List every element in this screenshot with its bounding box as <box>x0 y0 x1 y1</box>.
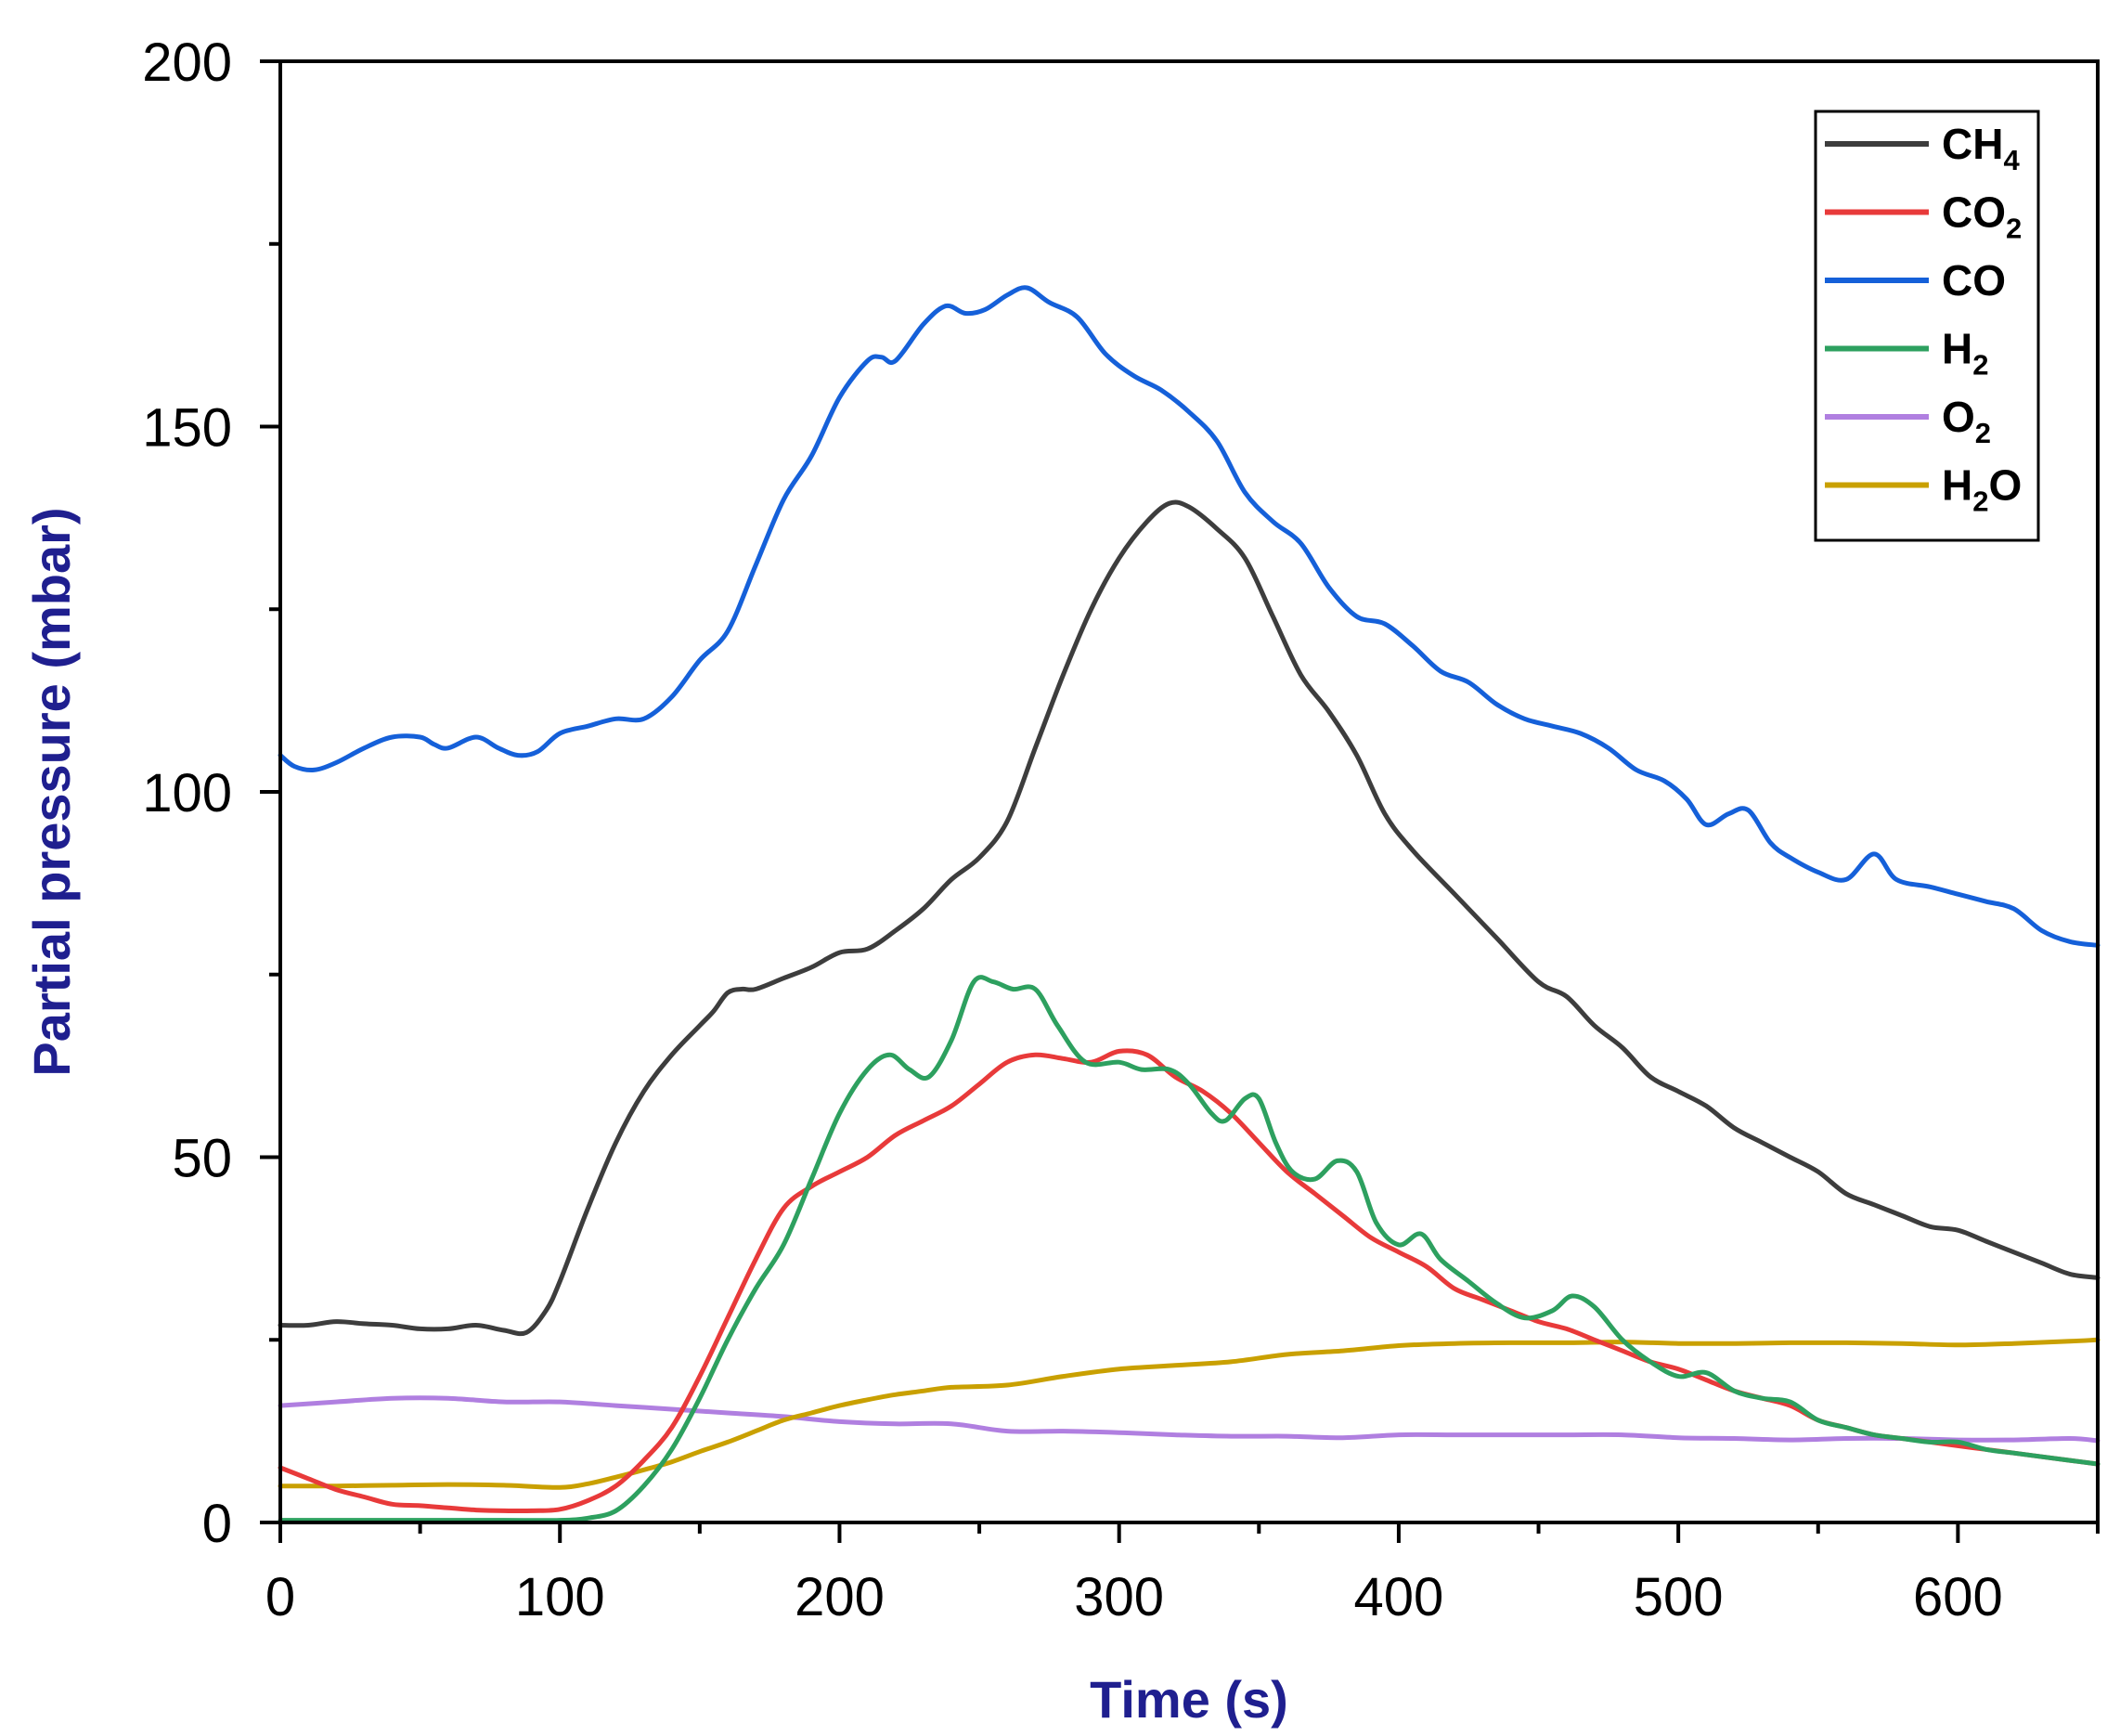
y-tick-label: 100 <box>142 763 232 823</box>
legend-box <box>1814 110 2040 542</box>
legend-label-h2o: H2O <box>1942 461 2022 518</box>
y-tick-label: 150 <box>142 398 232 459</box>
legend-label-co2: CO2 <box>1942 188 2022 245</box>
legend-label-o2: O2 <box>1942 393 1991 449</box>
legend-label-h2: H2 <box>1942 325 1988 382</box>
legend-label-ch4: CH4 <box>1942 120 2020 176</box>
series-line-h2o <box>278 1337 2101 1490</box>
x-tick-label: 600 <box>1913 1567 2003 1627</box>
legend: CH4 CO2 CO H2 O2 H2O <box>1814 110 2040 542</box>
x-tick-label: 400 <box>1354 1567 1444 1627</box>
series-line-ch4 <box>278 499 2101 1337</box>
x-tick-label: 0 <box>265 1567 295 1627</box>
x-tick-label: 500 <box>1634 1567 1724 1627</box>
series-layer <box>278 285 2101 1523</box>
x-axis-title: Time (s) <box>1090 1670 1288 1729</box>
series-line-co <box>278 285 2101 948</box>
x-tick-label: 200 <box>795 1567 885 1627</box>
series-line-h2 <box>278 975 2101 1523</box>
y-tick-label: 0 <box>202 1494 232 1554</box>
y-tick-label: 200 <box>142 32 232 93</box>
y-tick-label: 50 <box>172 1129 232 1189</box>
series-line-o2 <box>278 1395 2101 1444</box>
y-axis-title: Partial pressure (mbar) <box>22 507 81 1076</box>
plot-area-frame <box>278 59 2100 1524</box>
x-tick-label: 300 <box>1074 1567 1164 1627</box>
legend-label-co: CO <box>1942 256 2006 304</box>
tick-labels-layer: 0 100 200 300 400 500 600 0 50 100 150 200 <box>142 32 2003 1627</box>
x-tick-label: 100 <box>515 1567 605 1627</box>
